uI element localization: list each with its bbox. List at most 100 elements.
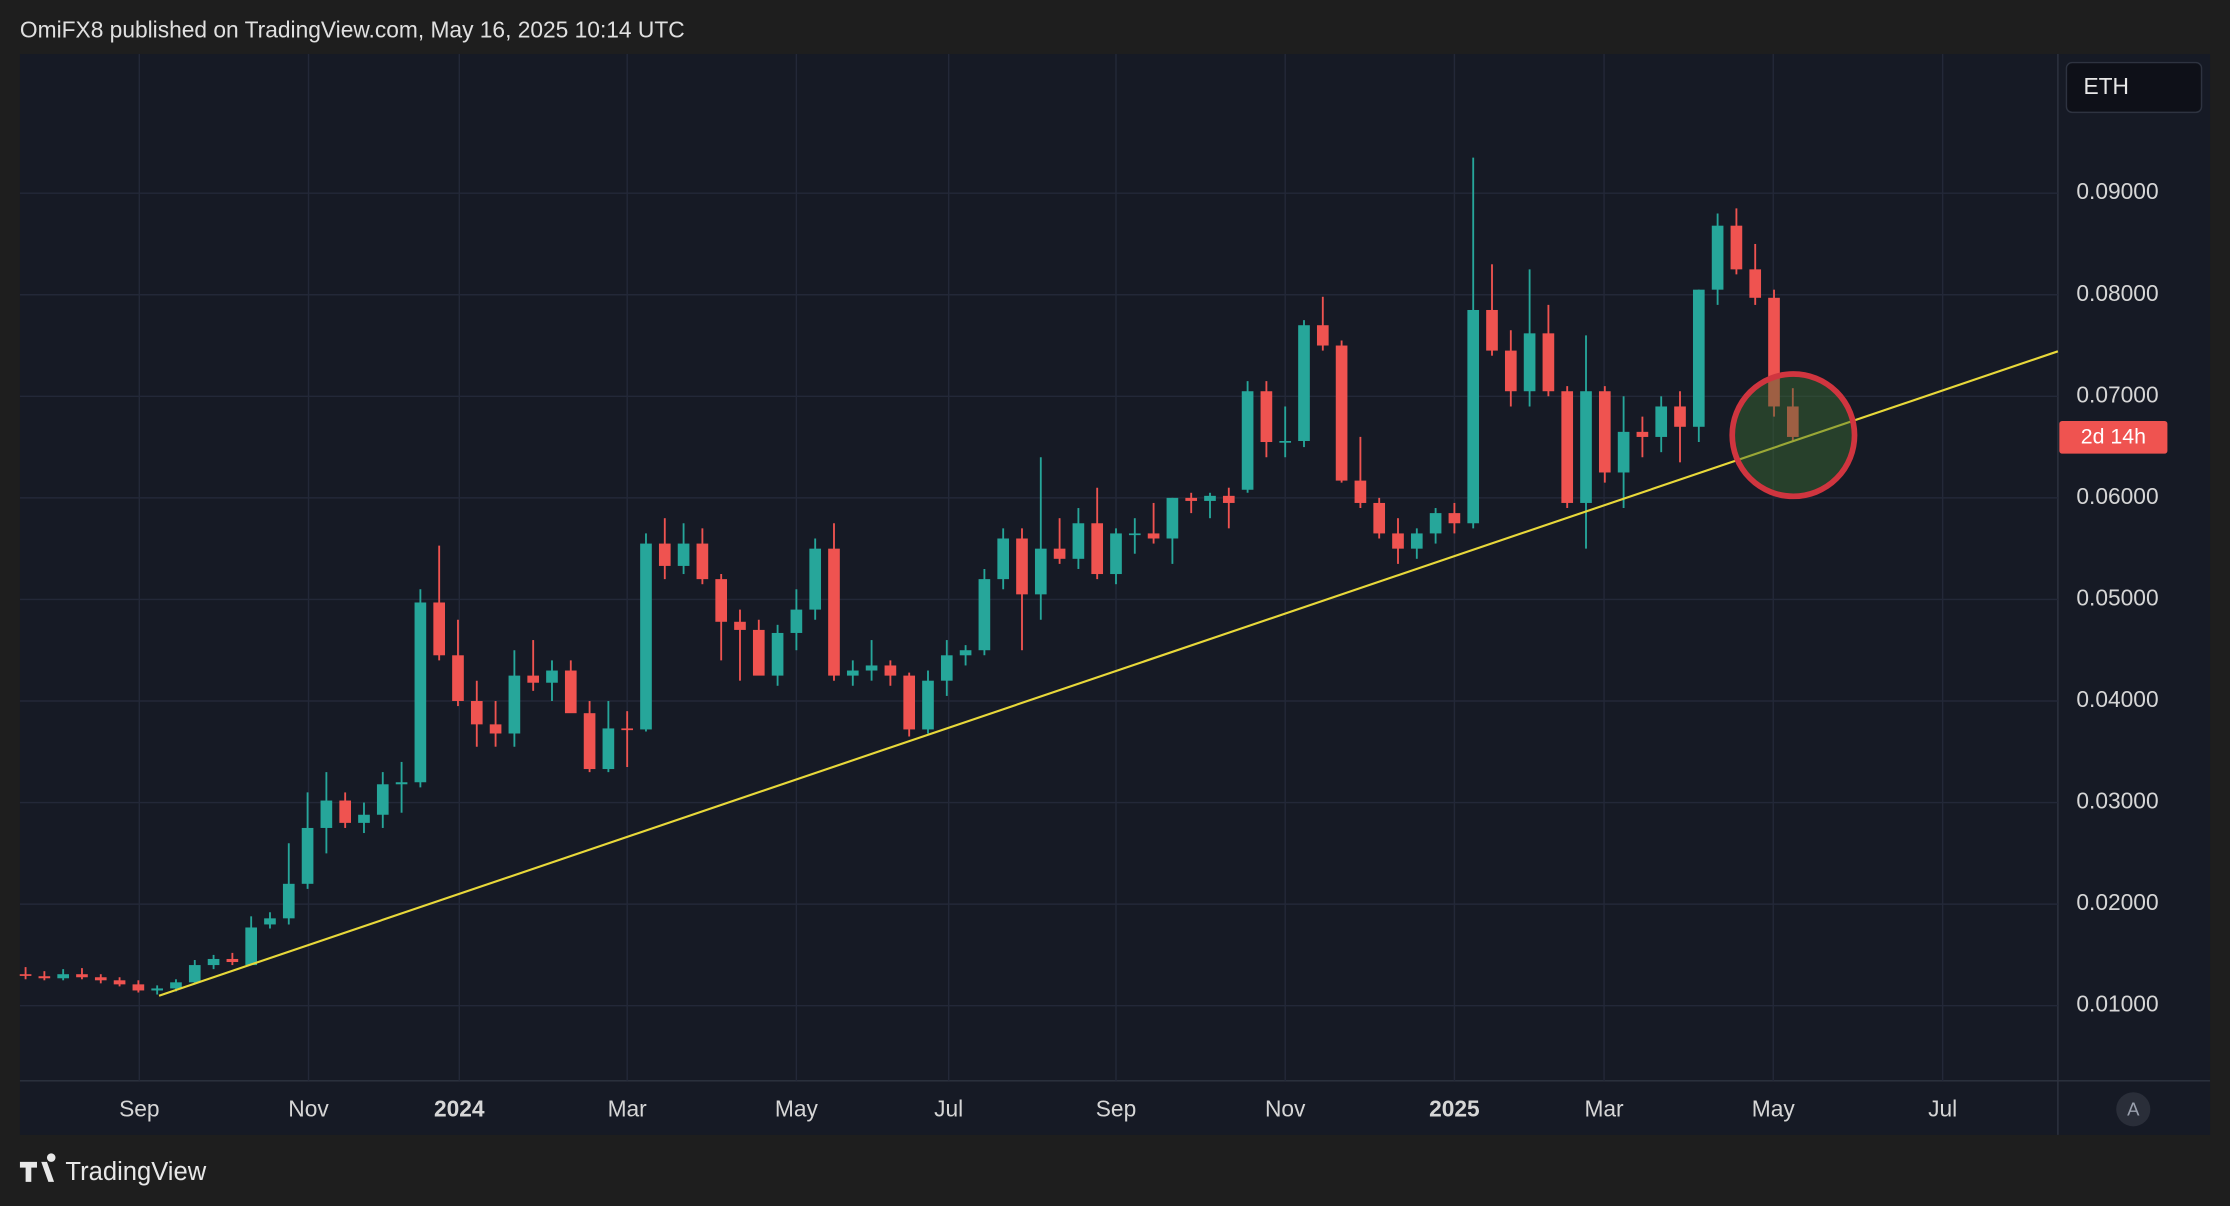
candle-body [170,982,182,989]
candle-body [1749,269,1762,298]
candle-body [1636,431,1649,437]
candle-body [1467,309,1480,524]
candle-body [1768,297,1780,407]
candle-body [1410,533,1423,549]
candle-body [752,629,765,676]
candle-body [1222,495,1235,503]
candle-body [1260,391,1273,443]
candle-body [1110,533,1122,575]
candle-body [245,927,258,966]
candle-body [546,670,558,683]
x-tick-label: Jul [934,1096,963,1122]
candle-body [1392,533,1404,549]
candle-body [470,701,483,725]
candle-body [151,988,164,991]
candle-body [1448,513,1461,524]
y-tick-label: 0.06000 [2076,483,2158,509]
candle-body [395,782,408,785]
candle-body [1429,513,1442,534]
candle-body [339,800,352,823]
candle-body [1072,523,1085,559]
candle-body [358,814,370,823]
candle-body [282,883,295,919]
auto-button[interactable] [2116,1092,2151,1127]
candle-body [113,980,126,985]
candle-body [1316,325,1329,346]
candle-body [508,675,521,734]
candle-body [884,665,897,676]
candle-body [1692,289,1705,427]
axes: 0.01000 0.02000 0.03000 0.04000 0.05000 0.060… [119,178,2159,1122]
brand-logo [19,1153,56,1182]
symbol-box[interactable] [2065,61,2203,114]
y-tick-label: 0.03000 [2076,788,2158,814]
candle-body [640,543,652,730]
chart-background [19,54,2211,1135]
x-tick-label: May [1752,1096,1796,1122]
candle-body [1279,440,1292,443]
y-tick-label: 0.07000 [2076,381,2158,407]
y-tick-label: 0.09000 [2076,178,2158,204]
candle-body [207,958,220,966]
candle-body [1561,391,1574,503]
candle-body [715,579,728,622]
candle-body [677,543,690,566]
candle-body [621,728,634,731]
candle-body [997,538,1010,580]
candle-body [132,984,145,991]
candle-body [38,976,51,979]
symbol-label[interactable]: ETH [2083,73,2129,99]
candle-body [696,543,709,580]
x-tick-label: Sep [119,1096,159,1122]
header-text: OmiFX8 published on TradingView.com, May… [20,16,685,42]
grid [19,54,2058,1081]
candle-body [1354,480,1367,503]
candles [19,157,1799,995]
candle-body [1711,225,1724,290]
auto-button-label[interactable]: A [2127,1099,2140,1120]
y-tick-label: 0.05000 [2076,584,2158,610]
trendline [158,350,2059,997]
candle-body [1147,533,1160,539]
candle-body [809,548,822,610]
candle-body [1091,523,1104,575]
brand-name: TradingView [65,1158,206,1186]
candle-body [1598,391,1611,473]
candle-body [414,602,427,783]
candle-body [790,609,803,633]
candle-body [865,665,878,671]
candle-body [959,650,972,656]
x-tick-label: Nov [1265,1096,1306,1122]
candle-body [771,632,784,676]
candle-body [226,958,239,963]
candle-body [94,977,107,981]
candle-body [564,670,577,714]
candle-body [301,827,314,884]
countdown-label: 2d 14h [2081,425,2146,449]
candle-body [320,800,333,828]
candle-body [846,670,859,676]
candle-body [734,621,746,630]
countdown-badge [2059,420,2168,454]
candle-body [433,602,446,656]
candle-body [1298,325,1310,441]
candle-body [188,965,201,983]
candle-body [1674,406,1686,427]
candle-body [1580,391,1592,503]
x-tick-label: 2025 [1429,1096,1480,1122]
candle-body [828,548,840,676]
candle-body [583,713,596,770]
candle-body [658,543,671,566]
candle-body [1504,350,1517,392]
candle-body [1185,497,1198,501]
candle-body [922,680,934,730]
candle-body [1786,406,1799,437]
candle-body [264,918,276,925]
candle-body [1486,309,1498,351]
x-tick-label: Sep [1096,1096,1136,1122]
x-tick-label: Nov [288,1096,329,1122]
candle-body [19,974,32,976]
y-tick-label: 0.08000 [2076,280,2158,306]
candle-body [527,675,540,683]
